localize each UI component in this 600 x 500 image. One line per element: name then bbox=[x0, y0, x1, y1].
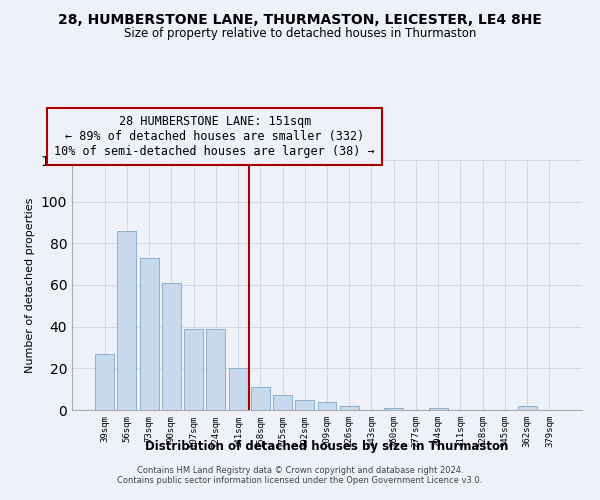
Bar bbox=[295, 400, 314, 410]
Text: Size of property relative to detached houses in Thurmaston: Size of property relative to detached ho… bbox=[124, 28, 476, 40]
Bar bbox=[162, 283, 181, 410]
Bar bbox=[95, 354, 114, 410]
Text: Distribution of detached houses by size in Thurmaston: Distribution of detached houses by size … bbox=[145, 440, 509, 453]
Bar bbox=[140, 258, 158, 410]
Y-axis label: Number of detached properties: Number of detached properties bbox=[25, 198, 35, 372]
Bar bbox=[273, 396, 292, 410]
Bar bbox=[206, 329, 225, 410]
Bar bbox=[229, 368, 248, 410]
Bar bbox=[317, 402, 337, 410]
Bar bbox=[518, 406, 536, 410]
Bar bbox=[251, 387, 270, 410]
Text: Contains HM Land Registry data © Crown copyright and database right 2024.
Contai: Contains HM Land Registry data © Crown c… bbox=[118, 466, 482, 485]
Text: 28, HUMBERSTONE LANE, THURMASTON, LEICESTER, LE4 8HE: 28, HUMBERSTONE LANE, THURMASTON, LEICES… bbox=[58, 12, 542, 26]
Bar bbox=[384, 408, 403, 410]
Bar bbox=[340, 406, 359, 410]
Bar bbox=[429, 408, 448, 410]
Bar bbox=[118, 231, 136, 410]
Bar bbox=[184, 329, 203, 410]
Text: 28 HUMBERSTONE LANE: 151sqm
← 89% of detached houses are smaller (332)
10% of se: 28 HUMBERSTONE LANE: 151sqm ← 89% of det… bbox=[55, 115, 375, 158]
